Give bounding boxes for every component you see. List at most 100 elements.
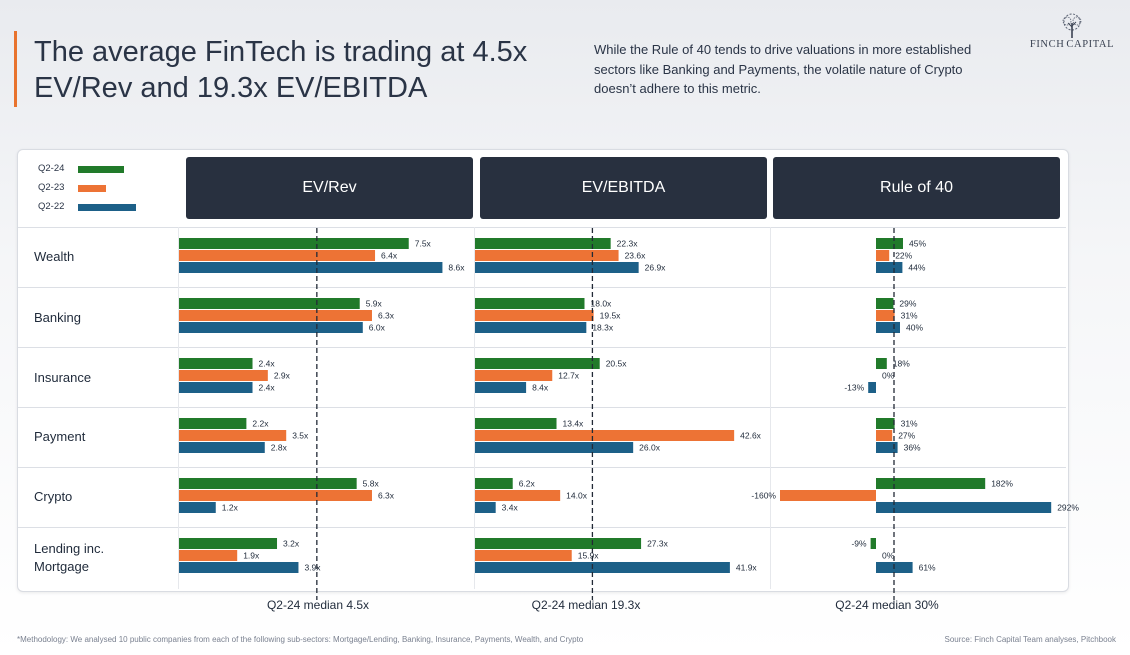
bar-rule-of-40-q2-22 [868, 382, 876, 393]
bar-ev-rev-q2-24 [179, 538, 278, 549]
bar-ev-ebitda-q2-24 [475, 358, 600, 369]
data-label: 2.8x [271, 443, 288, 453]
bar-ev-rev-q2-22 [179, 322, 363, 333]
bar-ev-ebitda-q2-22 [475, 562, 730, 573]
page-subtitle: While the Rule of 40 tends to drive valu… [594, 42, 972, 96]
legend-item-q2-22: Q2-22 [38, 201, 148, 213]
data-label: -13% [844, 383, 864, 393]
bar-ev-ebitda-q2-23 [475, 430, 735, 441]
legend-label: Q2-23 [38, 182, 65, 193]
row-label-payment: Payment [34, 429, 86, 444]
column-divider [770, 227, 771, 589]
column-divider [474, 227, 475, 589]
bar-ev-rev-q2-24 [179, 418, 247, 429]
row-label-banking: Banking [34, 310, 81, 325]
data-label: 1.2x [222, 503, 239, 513]
title-line-1: The average FinTech is trading at 4.5x [34, 36, 528, 68]
row-divider [18, 227, 1066, 228]
data-label: 0% [882, 551, 895, 561]
bar-ev-rev-q2-24 [179, 478, 357, 489]
bar-rule-of-40-q2-23 [876, 430, 893, 441]
row-label-crypto: Crypto [34, 489, 73, 504]
bar-ev-rev-q2-24 [179, 238, 409, 249]
data-label: -9% [851, 539, 867, 549]
data-label: 5.8x [363, 479, 380, 489]
data-label: 18% [893, 359, 910, 369]
row-label-lending: Lending inc. Mortgage [34, 541, 105, 574]
data-label: 27.3x [647, 539, 669, 549]
methodology-footnote: *Methodology: We analysed 10 public comp… [17, 635, 584, 644]
bar-rule-of-40-q2-24 [876, 238, 903, 249]
title-line-2: EV/Rev and 19.3x EV/EBITDA [34, 72, 428, 104]
data-label: 6.4x [381, 251, 398, 261]
bar-rule-of-40-q2-24 [876, 298, 894, 309]
data-label: 292% [1057, 503, 1079, 513]
data-label: 42.6x [740, 431, 762, 441]
finch-capital-logo: FINCH CAPITAL [1024, 13, 1120, 53]
bar-ev-ebitda-q2-22 [475, 322, 587, 333]
legend-label: Q2-24 [38, 163, 65, 174]
source-note: Source: Finch Capital Team analyses, Pit… [944, 635, 1117, 644]
data-label: 6.0x [369, 323, 386, 333]
panel-header-ev-rev: EV/Rev [186, 157, 473, 219]
data-label: 3.9x [304, 563, 321, 573]
data-label: 18.0x [591, 299, 613, 309]
data-label: 61% [919, 563, 936, 573]
bar-ev-rev-q2-22 [179, 502, 216, 513]
row-divider [18, 407, 1066, 408]
data-label: 20.5x [606, 359, 628, 369]
bar-ev-rev-q2-23 [179, 310, 372, 321]
data-label: 2.4x [259, 359, 276, 369]
median-label-rule-of-40: Q2-24 median 30% [835, 598, 939, 612]
bar-rule-of-40-q2-22 [876, 502, 1052, 513]
data-label: 6.3x [378, 491, 395, 501]
data-label: 29% [899, 299, 916, 309]
bar-rule-of-40-q2-24 [876, 478, 986, 489]
data-label: 18.3x [592, 323, 614, 333]
data-label: 40% [906, 323, 923, 333]
data-label: 15.9x [578, 551, 600, 561]
legend-label: Q2-22 [38, 201, 65, 212]
row-divider [18, 347, 1066, 348]
bar-ev-ebitda-q2-22 [475, 442, 634, 453]
row-label-wealth: Wealth [34, 249, 75, 264]
bar-ev-ebitda-q2-24 [475, 478, 513, 489]
page-title: The average FinTech is trading at 4.5x E… [34, 34, 574, 106]
row-divider [18, 287, 1066, 288]
bar-ev-ebitda-q2-22 [475, 382, 527, 393]
bar-ev-ebitda-q2-24 [475, 238, 611, 249]
data-label: 5.9x [366, 299, 383, 309]
data-label: 182% [991, 479, 1013, 489]
data-label: 2.4x [259, 383, 276, 393]
bar-ev-rev-q2-23 [179, 550, 238, 561]
data-label: 19.5x [600, 311, 622, 321]
row-divider [18, 467, 1066, 468]
tree-icon [1062, 13, 1082, 38]
bar-rule-of-40-q2-23 [876, 250, 890, 261]
legend-item-q2-23: Q2-23 [38, 182, 148, 194]
bar-ev-rev-q2-23 [179, 430, 287, 441]
data-label: 7.5x [415, 239, 432, 249]
data-label: 3.5x [292, 431, 309, 441]
legend-swatch [78, 166, 124, 173]
bar-ev-ebitda-q2-23 [475, 250, 619, 261]
legend-swatch [78, 185, 106, 192]
data-label: 8.4x [532, 383, 549, 393]
bar-ev-ebitda-q2-24 [475, 418, 557, 429]
bar-ev-ebitda-q2-23 [475, 550, 572, 561]
data-label: 31% [901, 311, 918, 321]
data-label: 26.0x [639, 443, 661, 453]
panel-header-rule-of-40: Rule of 40 [773, 157, 1060, 219]
bar-rule-of-40-q2-23 [876, 310, 895, 321]
data-label: 27% [898, 431, 915, 441]
bar-ev-rev-q2-22 [179, 382, 253, 393]
data-label: 26.9x [645, 263, 667, 273]
bar-ev-rev-q2-22 [179, 262, 443, 273]
data-label: 23.6x [625, 251, 647, 261]
bar-rule-of-40-q2-24 [876, 358, 887, 369]
row-label-insurance: Insurance [34, 370, 92, 385]
data-label: 12.7x [558, 371, 580, 381]
data-label: 22.3x [617, 239, 639, 249]
data-label: 3.4x [502, 503, 519, 513]
